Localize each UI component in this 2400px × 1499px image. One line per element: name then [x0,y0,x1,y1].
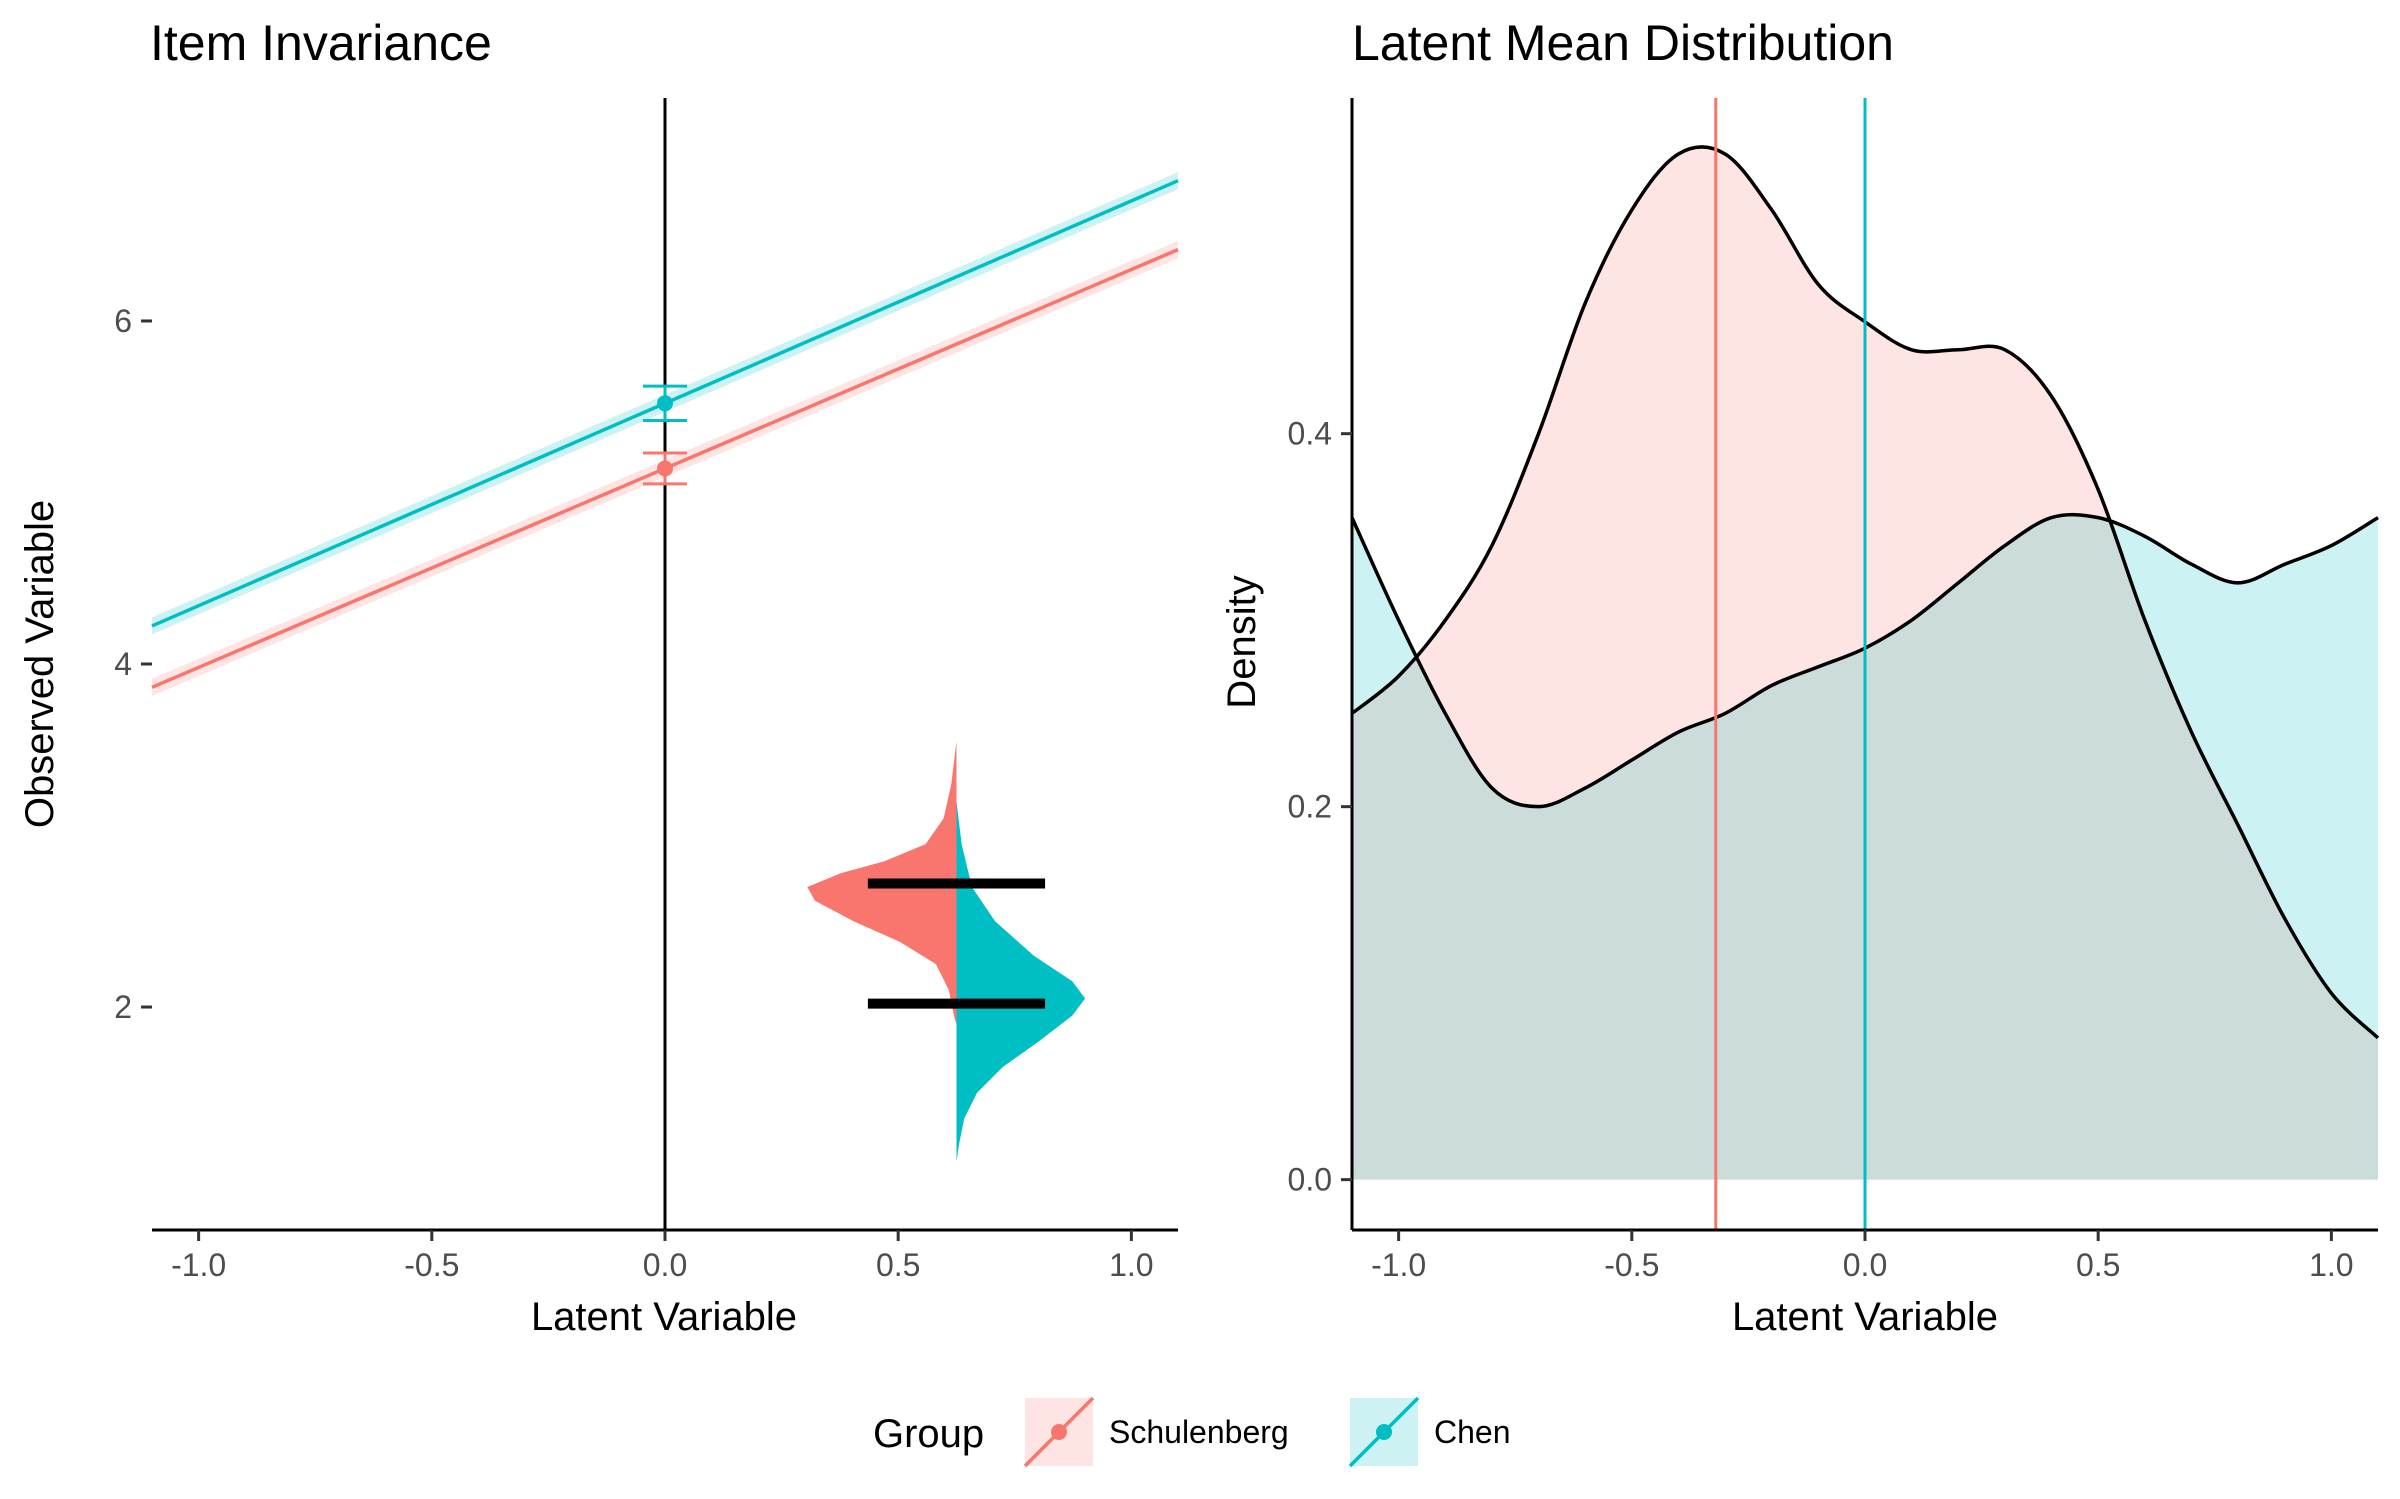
x-tick-label: -0.5 [1604,1247,1659,1283]
y-tick-label: 6 [114,303,132,339]
x-tick-label: -1.0 [171,1247,226,1283]
item-invariance-xlabel: Latent Variable [531,1295,797,1339]
intercept-points [643,384,687,486]
y-tick-label: 0.4 [1288,416,1332,452]
violin-half-chen [956,801,1086,1162]
x-tick-label: -0.5 [404,1247,459,1283]
latent-mean-ticks: -1.0 -0.5 0.0 0.5 1.0 0.0 0.2 0.4 [1288,416,2354,1283]
x-tick-label: 0.0 [1843,1247,1887,1283]
legend-label-chen: Chen [1434,1414,1511,1450]
y-tick-label: 0.0 [1288,1162,1332,1198]
x-tick-label: 1.0 [1109,1247,1153,1283]
legend-title: Group [873,1412,984,1456]
latent-mean-ylabel: Density [1220,575,1264,708]
legend-keys: Schulenberg Chen [1023,1396,1511,1468]
intercept-point-schulenberg [657,460,673,477]
split-violin [807,741,1086,1162]
latent-mean-title: Latent Mean Distribution [1352,15,1894,71]
legend-key-point-chen [1376,1424,1392,1440]
item-invariance-panel: Item Invariance -1.0 -0.5 0.0 0.5 1.0 2 4 6 Lat… [18,15,1179,1339]
x-tick-label: -1.0 [1371,1247,1426,1283]
latent-mean-xlabel: Latent Variable [1732,1295,1998,1339]
density-curve-chen [1350,512,2379,809]
legend-key-point-schulenberg [1051,1424,1067,1440]
density-curve-schulenberg [1350,145,2380,1040]
latent-mean-panel: Latent Mean Distribution -1.0 -0.5 0.0 0.5 1… [1220,15,2380,1339]
item-invariance-title: Item Invariance [150,15,492,71]
intercept-point-chen [657,395,673,412]
item-invariance-ticks: -1.0 -0.5 0.0 0.5 1.0 2 4 6 [114,303,1153,1283]
item-invariance-ylabel: Observed Variable [18,500,62,828]
y-tick-label: 4 [114,646,132,682]
x-tick-label: 1.0 [2309,1247,2353,1283]
y-tick-label: 2 [114,989,132,1025]
legend: Group Schulenberg Chen [873,1396,1511,1468]
legend-label-schulenberg: Schulenberg [1109,1414,1289,1450]
x-tick-label: 0.5 [876,1247,920,1283]
group-mean-lines [1714,98,1867,1230]
y-tick-label: 0.2 [1288,789,1332,825]
x-tick-label: 0.5 [2076,1247,2120,1283]
x-tick-label: 0.0 [643,1247,687,1283]
